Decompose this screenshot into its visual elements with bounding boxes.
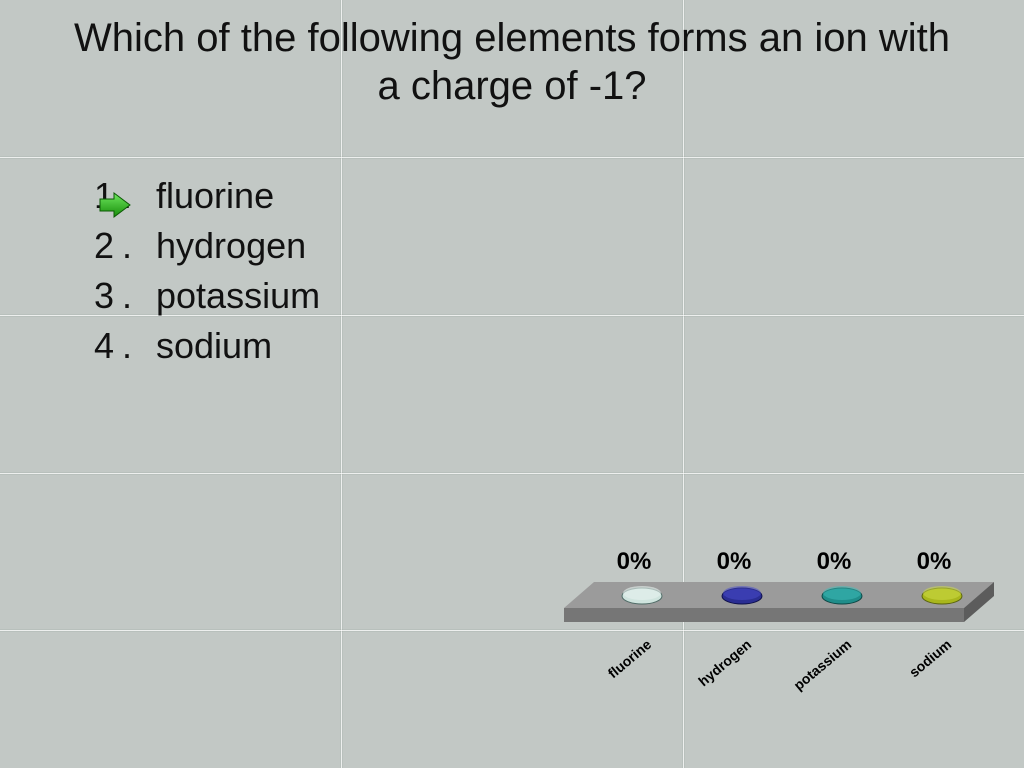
poll-disc-icon bbox=[622, 586, 662, 604]
answer-number: 4 bbox=[70, 325, 114, 367]
poll-percent: 0% bbox=[717, 548, 752, 576]
answer-option-2[interactable]: 2. hydrogen bbox=[70, 225, 320, 267]
poll-percent: 0% bbox=[817, 548, 852, 576]
answer-label: sodium bbox=[156, 325, 272, 367]
answer-number: 3 bbox=[70, 275, 114, 317]
answer-option-1[interactable]: 1. fluorine bbox=[70, 175, 320, 217]
grid-vline bbox=[341, 0, 342, 768]
answer-number: 2 bbox=[70, 225, 114, 267]
answer-label: fluorine bbox=[156, 175, 274, 217]
poll-disc-icon bbox=[922, 586, 962, 604]
poll-label: fluorine bbox=[575, 636, 654, 706]
poll-disc-icon bbox=[822, 586, 862, 604]
poll-label-row: fluorine hydrogen potassium sodium bbox=[584, 630, 984, 710]
poll-percent-row: 0% 0% 0% 0% bbox=[584, 548, 984, 576]
answer-label: potassium bbox=[156, 275, 320, 317]
selected-arrow-icon bbox=[98, 185, 132, 211]
answer-option-3[interactable]: 3. potassium bbox=[70, 275, 320, 317]
poll-label: hydrogen bbox=[675, 636, 754, 706]
grid-hline bbox=[0, 473, 1024, 474]
poll-percent: 0% bbox=[917, 548, 952, 576]
question-title: Which of the following elements forms an… bbox=[0, 14, 1024, 110]
poll-disc-icon bbox=[722, 586, 762, 604]
poll-chart: 0% 0% 0% 0% fluorine hydrogen potassium bbox=[564, 548, 994, 708]
answer-label: hydrogen bbox=[156, 225, 306, 267]
answer-option-4[interactable]: 4. sodium bbox=[70, 325, 320, 367]
grid-hline bbox=[0, 157, 1024, 158]
poll-label: sodium bbox=[875, 636, 954, 706]
poll-percent: 0% bbox=[617, 548, 652, 576]
poll-platform-icon bbox=[564, 582, 994, 628]
answer-list: 1. fluorine 2. hydrogen 3. potassium 4. … bbox=[70, 175, 320, 375]
poll-label: potassium bbox=[775, 636, 854, 706]
